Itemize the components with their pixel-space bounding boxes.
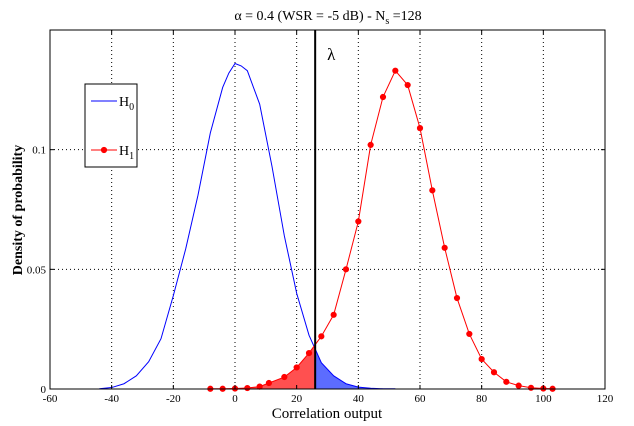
data-point-h1	[441, 244, 448, 251]
legend-h1-name: H	[119, 144, 129, 159]
data-point-h1	[367, 141, 374, 148]
data-point-h1	[392, 67, 399, 74]
data-point-h1	[527, 384, 535, 391]
x-tick-label: 40	[353, 393, 365, 405]
threshold-layer: λ	[314, 30, 336, 389]
series-layer	[99, 62, 556, 392]
data-point-h1	[265, 379, 273, 387]
data-point-h1	[515, 382, 522, 389]
title-subscript: s	[385, 16, 389, 27]
data-point-h1	[256, 383, 263, 390]
data-point-h1	[429, 187, 436, 194]
data-point-h1	[244, 384, 251, 392]
legend: H0 H1	[84, 83, 138, 168]
legend-h1-subscript: 1	[129, 151, 134, 162]
data-point-h1	[466, 330, 473, 338]
y-tick-label: 0.05	[27, 264, 47, 276]
x-axis-label: Correlation output	[272, 406, 383, 422]
legend-h1-marker	[100, 146, 108, 154]
plot-frame	[49, 29, 606, 390]
grid-layer	[50, 30, 605, 389]
series-line-h0	[99, 62, 396, 390]
tail-area-fill-1	[315, 348, 396, 389]
data-point-h1	[342, 266, 350, 273]
x-tick-label: 100	[535, 393, 552, 405]
legend-h0-subscript: 0	[129, 102, 134, 113]
data-point-h1	[503, 378, 510, 385]
data-point-h1	[281, 373, 288, 381]
y-tick-label: 0.1	[32, 145, 46, 157]
data-point-h1	[330, 311, 337, 318]
y-tick-labels: 0 0.05 0.1	[27, 145, 605, 396]
y-tick-label: 0	[41, 384, 47, 396]
x-tick-label: -20	[166, 393, 181, 405]
legend-h0-label: H0	[119, 95, 134, 113]
data-point-h1	[453, 294, 461, 302]
threshold-label: λ	[327, 45, 336, 64]
data-point-h1	[379, 93, 387, 101]
legend-box	[84, 83, 138, 168]
data-point-h1	[318, 333, 325, 340]
data-point-h1	[293, 364, 300, 371]
tail-area-fill-0	[210, 344, 316, 389]
x-tick-label: 120	[597, 393, 614, 405]
y-axis-label: Density of probability	[11, 145, 26, 275]
x-tick-label: -60	[43, 393, 58, 405]
x-tick-label: 20	[291, 393, 303, 405]
data-point-h1	[490, 369, 498, 376]
x-tick-label: 60	[415, 393, 427, 405]
legend-h0-name: H	[119, 95, 129, 110]
x-tick-label: -40	[104, 393, 119, 405]
data-point-h1	[305, 350, 313, 357]
data-point-h1	[404, 81, 411, 89]
data-point-h1	[355, 218, 362, 225]
fill-layer	[210, 344, 396, 389]
x-tick-label: 0	[232, 393, 238, 405]
data-point-h1	[416, 125, 424, 132]
series-line-h1	[210, 69, 553, 390]
data-point-h1	[478, 355, 485, 363]
legend-h1-label: H1	[119, 144, 134, 162]
x-tick-label: 80	[476, 393, 488, 405]
chart-title: α = 0.4 (WSR = -5 dB) - Ns =128	[234, 9, 421, 27]
title-main: α = 0.4 (WSR = -5 dB) - N	[234, 9, 385, 24]
x-tick-labels: -60 -40 -20 0 20 40 60 80 100 120	[43, 30, 614, 405]
title-suffix: =128	[389, 9, 421, 24]
